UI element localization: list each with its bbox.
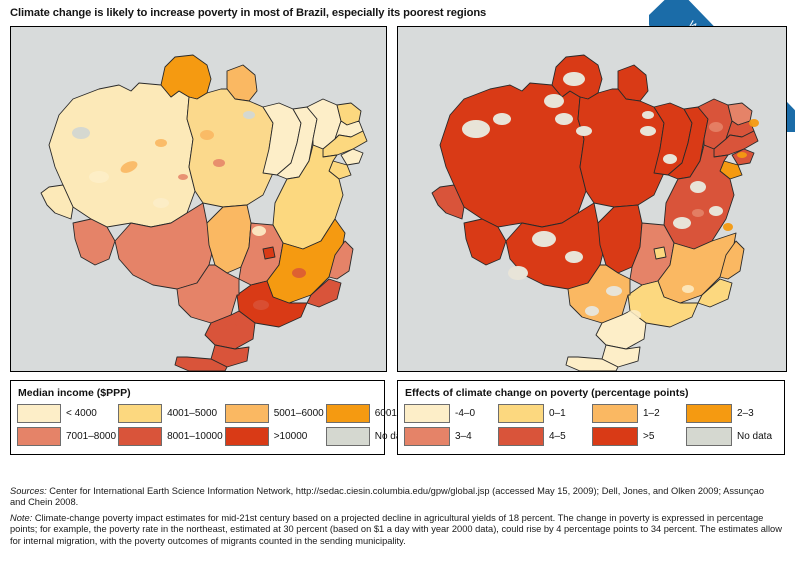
legend-label: >10000 <box>273 431 308 442</box>
legend-swatch <box>118 427 163 446</box>
legend-item: 5001–6000 <box>224 404 324 423</box>
median-income-map-svg <box>40 54 368 371</box>
figure-title: Climate change is likely to increase pov… <box>10 7 487 19</box>
legend-label: 4001–5000 <box>167 408 218 419</box>
legend-swatch <box>118 404 163 423</box>
legend-swatch <box>325 427 370 446</box>
legend-swatch <box>404 427 450 446</box>
legend-item: 3–4 <box>404 427 496 446</box>
legend-swatch <box>325 404 370 423</box>
legend-swatch <box>686 427 732 446</box>
legend-item: No data <box>325 427 425 446</box>
legend-item: No data <box>686 427 778 446</box>
note-label: Note: <box>10 512 33 523</box>
legend-label: No data <box>374 431 410 442</box>
figure-footnotes: Sources: Center for International Earth … <box>10 486 788 551</box>
legend-swatch <box>224 404 269 423</box>
note-text: Climate-change poverty impact estimates … <box>10 512 782 546</box>
legend-swatch <box>404 404 450 423</box>
legend-item: 4–5 <box>498 427 590 446</box>
legend-item: 0–1 <box>498 404 590 423</box>
legend-item: >5 <box>592 427 684 446</box>
legend-label: 3–4 <box>455 431 472 442</box>
median-income-legend: Median income ($PPP) < 4000 4001–5000 50… <box>10 380 425 455</box>
legend-label: 2–3 <box>737 408 754 419</box>
legend-label: No data <box>737 431 773 442</box>
legend-label: < 4000 <box>66 408 97 419</box>
note-paragraph: Note: Climate-change poverty impact esti… <box>10 513 786 547</box>
legend-item: 1–2 <box>592 404 684 423</box>
legend-items: -4–0 0–1 1–2 2–3 3–4 4–5 <box>404 404 778 446</box>
legend-label: -4–0 <box>455 408 476 419</box>
legend-swatch <box>498 404 544 423</box>
climate-poverty-legend: Effects of climate change on poverty (pe… <box>397 380 785 455</box>
climate-poverty-map-panel <box>397 26 787 372</box>
legend-swatch <box>17 427 61 446</box>
legend-item: -4–0 <box>404 404 496 423</box>
legend-label: 5001–6000 <box>273 408 324 419</box>
legend-label: 1–2 <box>643 408 660 419</box>
legend-label: 4–5 <box>549 431 566 442</box>
legend-swatch <box>17 404 61 423</box>
legend-swatch <box>686 404 732 423</box>
sources-label: Sources: <box>10 486 47 496</box>
legend-items: < 4000 4001–5000 5001–6000 6001–7000 700… <box>17 404 425 446</box>
legend-title: Effects of climate change on poverty (pe… <box>405 387 689 399</box>
legend-swatch <box>498 427 544 446</box>
legend-item: 7001–8000 <box>17 427 116 446</box>
legend-title: Median income ($PPP) <box>18 387 131 399</box>
legend-item: < 4000 <box>17 404 116 423</box>
legend-label: >5 <box>643 431 655 442</box>
legend-label: 0–1 <box>549 408 566 419</box>
climate-poverty-map-svg <box>431 54 759 371</box>
legend-item: 2–3 <box>686 404 778 423</box>
sources-text: Center for International Earth Science I… <box>10 486 764 508</box>
sources-paragraph: Sources: Center for International Earth … <box>10 486 780 509</box>
legend-swatch <box>592 404 638 423</box>
legend-item: 8001–10000 <box>118 427 223 446</box>
legend-item: >10000 <box>224 427 324 446</box>
legend-swatch <box>224 427 269 446</box>
legend-swatch <box>592 427 638 446</box>
legend-label: 7001–8000 <box>66 431 117 442</box>
legend-label: 8001–10000 <box>167 431 223 442</box>
legend-item: 4001–5000 <box>118 404 223 423</box>
median-income-map-panel <box>10 26 387 372</box>
